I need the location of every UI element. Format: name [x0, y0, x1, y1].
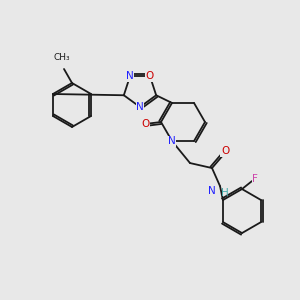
Text: N: N — [168, 136, 176, 146]
Text: N: N — [208, 186, 216, 196]
Text: O: O — [141, 119, 149, 129]
Text: N: N — [136, 102, 144, 112]
Text: N: N — [126, 71, 134, 81]
Text: O: O — [221, 146, 229, 156]
Text: O: O — [146, 71, 154, 81]
Text: H: H — [221, 188, 229, 198]
Text: CH₃: CH₃ — [54, 53, 70, 62]
Text: F: F — [252, 174, 258, 184]
